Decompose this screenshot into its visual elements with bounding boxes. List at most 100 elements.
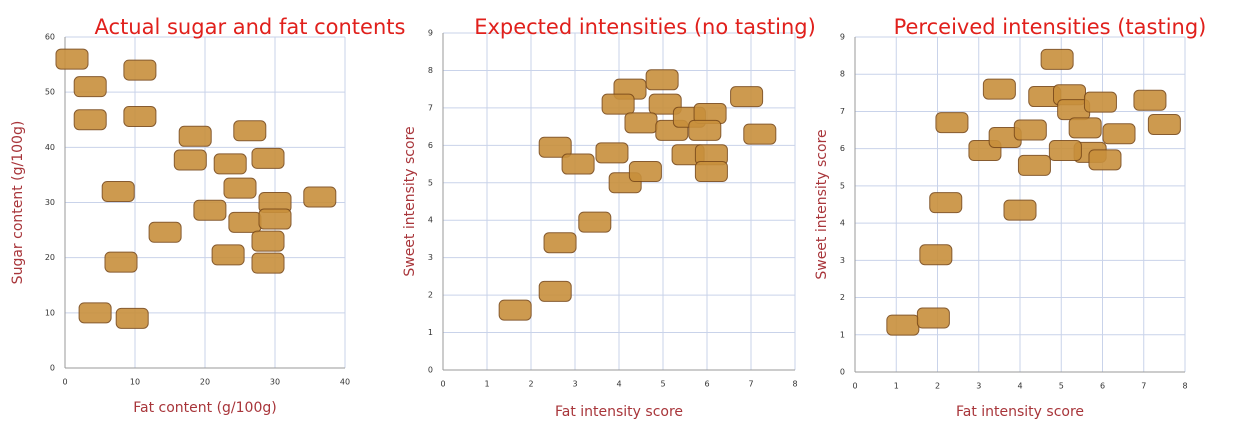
cookie-marker [213,153,247,175]
cookie-marker [982,78,1016,100]
cookie-marker [251,147,285,169]
cookie-marker [73,76,107,98]
x-axis-label: Fat intensity score [956,404,1084,420]
y-tick-label: 20 [45,253,55,262]
cookie-marker [929,192,963,214]
cookie-marker [123,59,157,81]
y-tick-label: 8 [840,70,845,79]
cookie-marker [543,232,577,254]
cookie-marker [601,93,635,115]
y-tick-label: 3 [428,253,433,262]
x-tick-label: 4 [616,380,621,389]
cookie-marker [538,280,572,302]
cookie-marker [1048,140,1082,162]
x-tick-label: 0 [852,382,857,391]
cookie-marker [595,142,629,164]
cookie-marker [916,307,950,329]
cookie-marker [1017,154,1051,176]
cookie-marker [628,161,662,183]
cookie-marker [743,123,777,145]
x-tick-label: 8 [1182,382,1187,391]
cookie-marker [211,244,245,266]
x-tick-label: 3 [976,382,981,391]
x-tick-label: 20 [200,378,210,387]
cookie-marker [1040,48,1074,70]
y-tick-label: 8 [428,66,433,75]
y-tick-label: 60 [45,33,55,42]
x-tick-label: 4 [1017,382,1022,391]
cookie-marker [886,314,920,336]
cookie-marker [251,230,285,252]
x-tick-label: 7 [748,380,753,389]
x-tick-label: 6 [704,380,709,389]
y-tick-label: 6 [428,141,433,150]
x-tick-label: 5 [660,380,665,389]
x-tick-label: 2 [528,380,533,389]
x-tick-label: 8 [792,380,797,389]
x-tick-label: 1 [894,382,899,391]
y-tick-label: 40 [45,143,55,152]
cookie-marker [173,149,207,171]
cookie-marker [538,136,572,158]
cookie-marker [919,244,953,266]
y-tick-label: 1 [840,330,845,339]
y-tick-label: 10 [45,308,55,317]
x-tick-label: 10 [130,378,140,387]
cookie-marker [645,69,679,91]
cookie-marker [251,252,285,274]
cookie-marker [578,211,612,233]
x-axis-label: Fat intensity score [555,404,683,420]
cookie-marker [193,199,227,221]
x-tick-label: 0 [62,378,67,387]
cookie-marker [223,177,257,199]
y-tick-label: 4 [428,216,433,225]
cookie-marker [148,221,182,243]
y-tick-label: 1 [428,328,433,337]
y-tick-label: 0 [840,368,845,377]
y-tick-label: 2 [428,291,433,300]
cookie-marker [648,93,682,115]
y-axis-label: Sweet intensity score [402,126,418,276]
y-axis-label: Sweet intensity score [814,129,830,279]
cookie-marker [55,48,89,70]
y-tick-label: 2 [840,293,845,302]
x-tick-label: 0 [440,380,445,389]
y-tick-label: 9 [840,33,845,42]
y-tick-label: 9 [428,29,433,38]
cookie-marker [178,125,212,147]
cookie-marker [1068,117,1102,139]
chart-title: Perceived intensities (tasting) [894,15,1207,39]
cookie-marker [104,251,138,273]
cookie-marker [115,307,149,329]
y-tick-label: 50 [45,88,55,97]
chart-title: Actual sugar and fat contents [95,15,406,39]
x-tick-label: 7 [1141,382,1146,391]
cookie-marker [1102,123,1136,145]
x-tick-label: 30 [270,378,280,387]
cookie-marker [688,119,722,141]
x-tick-label: 2 [935,382,940,391]
cookie-marker [1013,119,1047,141]
cookie-marker [123,105,157,127]
cookie-marker [303,186,337,208]
y-axis-label: Sugar content (g/100g) [10,121,26,285]
x-axis-label: Fat content (g/100g) [133,400,276,416]
y-tick-label: 7 [840,107,845,116]
y-tick-label: 5 [840,181,845,190]
y-tick-label: 30 [45,198,55,207]
cookie-marker [78,302,112,324]
cookie-marker [233,120,267,142]
y-tick-label: 0 [50,364,55,373]
y-tick-label: 7 [428,103,433,112]
cookie-marker [1003,199,1037,221]
cookie-marker [1147,113,1181,135]
x-tick-label: 40 [340,378,350,387]
cookie-marker [1133,89,1167,111]
x-tick-label: 1 [484,380,489,389]
y-tick-label: 5 [428,178,433,187]
cookie-marker [935,112,969,134]
y-tick-label: 0 [428,366,433,375]
y-tick-label: 3 [840,256,845,265]
cookie-marker [624,112,658,134]
cookie-marker [561,153,595,175]
